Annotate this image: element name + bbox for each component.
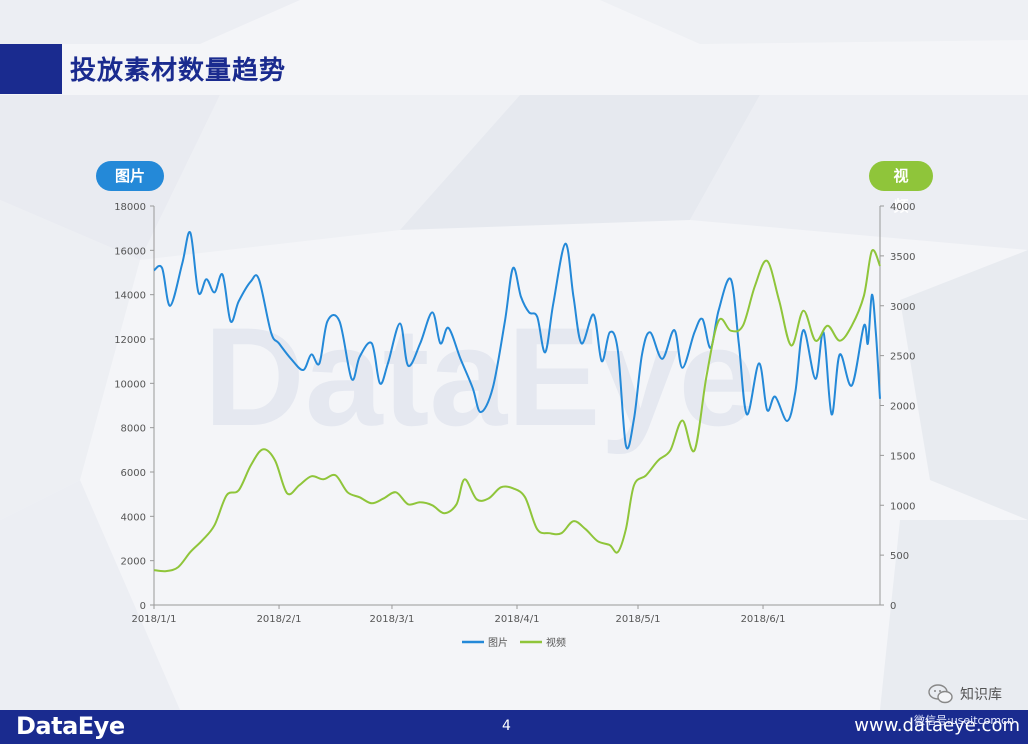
x-tick-label: 2018/5/1 (616, 614, 661, 625)
y-right-tick-label: 2500 (890, 352, 915, 363)
y-left-tick-label: 18000 (114, 202, 146, 213)
right-axis-badge: 视频 (869, 161, 933, 215)
legend-label: 视频 (546, 636, 566, 649)
footer-bar: DataEye 4 www.dataeye.com (0, 710, 1028, 744)
wechat-label: 知识库 (960, 687, 1002, 703)
y-right-tick-label: 1500 (890, 451, 915, 462)
y-left-tick-label: 16000 (114, 246, 146, 257)
x-tick-label: 2018/4/1 (495, 614, 540, 625)
x-tick-label: 2018/1/1 (132, 614, 177, 625)
series-line-video (153, 249, 881, 573)
wechat-badge: 知识库 (928, 682, 1002, 706)
y-left-tick-label: 4000 (121, 512, 146, 523)
page-title: 投放素材数量趋势 (70, 56, 287, 86)
left-axis-badge: 图片 (96, 161, 164, 191)
title-accent-bar (0, 44, 62, 94)
watermark-text: DataEye (204, 298, 757, 455)
dataeye-logo: DataEye (16, 712, 125, 740)
website-link[interactable]: www.dataeye.com (854, 715, 1020, 736)
y-left-tick-label: 8000 (121, 424, 146, 435)
y-right-tick-label: 3000 (890, 302, 915, 313)
y-left-tick-label: 14000 (114, 291, 146, 302)
x-tick-label: 2018/3/1 (370, 614, 415, 625)
wechat-id: 微信号:useitcomcn (914, 714, 1015, 727)
y-right-tick-label: 4000 (890, 202, 915, 213)
legend-label: 图片 (488, 636, 508, 649)
y-left-tick-label: 12000 (114, 335, 146, 346)
y-right-tick-label: 2000 (890, 402, 915, 413)
y-left-tick-label: 6000 (121, 468, 146, 479)
y-right-tick-label: 0 (890, 601, 896, 612)
wechat-icon (928, 684, 953, 704)
y-right-tick-label: 3500 (890, 252, 915, 263)
x-tick-label: 2018/6/1 (741, 614, 786, 625)
series-line-image (153, 231, 881, 450)
x-tick-label: 2018/2/1 (257, 614, 302, 625)
y-right-tick-label: 500 (890, 551, 909, 562)
page-number: 4 (502, 718, 511, 734)
y-right-tick-label: 1000 (890, 501, 915, 512)
y-left-tick-label: 0 (140, 601, 146, 612)
y-left-tick-label: 2000 (121, 557, 146, 568)
y-left-tick-label: 10000 (114, 379, 146, 390)
